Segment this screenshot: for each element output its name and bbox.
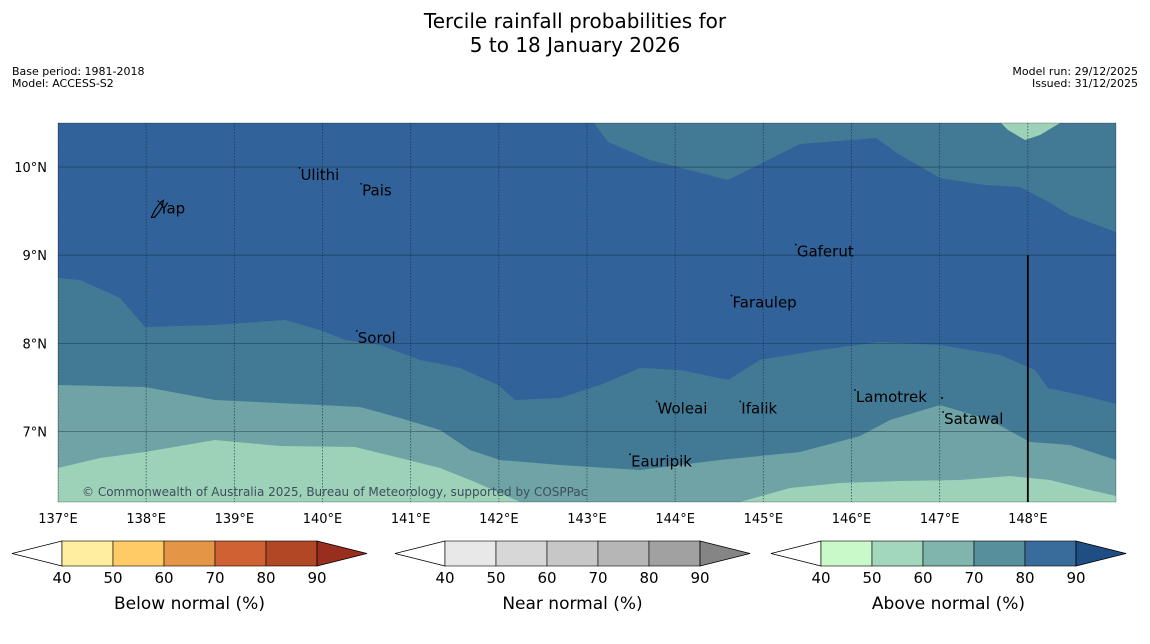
colorbar-cell: [820, 540, 873, 567]
colorbar-title: Above normal (%): [872, 594, 1025, 614]
lat-tick-label: 8°N: [23, 337, 48, 352]
map-frame: [57, 122, 1117, 503]
place-label-faraulep: Faraulep: [732, 294, 796, 312]
colorbar-cell: [973, 540, 1026, 567]
place-label-eauripik: Eauripik: [631, 452, 692, 470]
lat-tick-label: 9°N: [23, 249, 48, 264]
place-marker: [941, 397, 943, 399]
title-line-2: 5 to 18 January 2026: [469, 33, 681, 57]
colorbar-tick-label: 60: [913, 569, 932, 587]
lon-tick-label: 137°E: [38, 512, 78, 527]
band-50-60-east: [740, 476, 1116, 502]
colorbar-cell: [1024, 540, 1077, 567]
place-label-satawal: Satawal: [944, 410, 1003, 428]
place-label-ifalik: Ifalik: [741, 399, 777, 417]
colorbar-tick-label: 70: [205, 569, 224, 587]
lon-tick-label: 140°E: [303, 512, 343, 527]
colorbar-cell: [922, 540, 975, 567]
issued-date: Issued: 31/12/2025: [1031, 77, 1138, 90]
lon-tick-label: 144°E: [655, 512, 695, 527]
place-label-ulithi: Ulithi: [300, 166, 339, 184]
colorbar-cell: [214, 540, 267, 567]
copyright-text: © Commonwealth of Australia 2025, Bureau…: [82, 485, 587, 499]
base-period: Base period: 1981-2018: [12, 65, 145, 78]
colorbar-tick-label: 90: [307, 569, 326, 587]
lon-tick-label: 145°E: [744, 512, 784, 527]
lon-tick-label: 141°E: [391, 512, 431, 527]
colorbar-cell: [495, 540, 548, 567]
colorbar-tick-label: 40: [435, 569, 454, 587]
place-label-sorol: Sorol: [358, 329, 396, 347]
colorbar-cell: [163, 540, 216, 567]
place-marker: [157, 200, 160, 203]
colorbar-tick-label: 80: [639, 569, 658, 587]
model-run: Model run: 29/12/2025: [1012, 65, 1138, 78]
place-marker: [355, 330, 358, 332]
colorbar-tick-label: 80: [256, 569, 275, 587]
colorbar-extend-high: [316, 540, 368, 567]
colorbar-tick-label: 60: [537, 569, 556, 587]
colorbar-cell: [871, 540, 924, 567]
colorbar-tick-label: 40: [811, 569, 830, 587]
lon-tick-label: 148°E: [1008, 512, 1048, 527]
place-marker: [360, 182, 363, 185]
colorbar-tick-label: 40: [52, 569, 71, 587]
colorbar-cell: [265, 540, 318, 567]
place-marker: [629, 453, 631, 456]
lon-tick-label: 146°E: [832, 512, 872, 527]
band-50-60-west: [58, 440, 520, 502]
place-label-lamotrek: Lamotrek: [856, 388, 927, 406]
yap-island-outline: [150, 199, 165, 218]
lat-tick-label: 10°N: [14, 161, 47, 176]
colorbar-title: Near normal (%): [502, 594, 642, 614]
colorbar-extend-low: [770, 540, 822, 567]
colorbar-extend-high: [1075, 540, 1127, 567]
band-60-70-corner: [1001, 123, 1060, 140]
colorbar-tick-label: 90: [690, 569, 709, 587]
colorbar-tick-label: 70: [964, 569, 983, 587]
place-marker: [655, 400, 658, 403]
colorbar-tick-label: 80: [1015, 569, 1034, 587]
colorbar-tick-label: 50: [862, 569, 881, 587]
lon-tick-label: 143°E: [567, 512, 607, 527]
map-title: Tercile rainfall probabilities for 5 to …: [0, 9, 1150, 57]
lon-tick-label: 138°E: [126, 512, 166, 527]
colorbar-cell: [112, 540, 165, 567]
lon-tick-label: 147°E: [920, 512, 960, 527]
colorbar-tick-label: 60: [154, 569, 173, 587]
colorbar-tick-label: 90: [1066, 569, 1085, 587]
lon-tick-label: 142°E: [479, 512, 519, 527]
meta-left: Base period: 1981-2018 Model: ACCESS-S2: [12, 66, 144, 90]
colorbar-tick-label: 50: [103, 569, 122, 587]
colorbar-title: Below normal (%): [114, 594, 265, 614]
lon-tick-label: 139°E: [215, 512, 255, 527]
model-name: Model: ACCESS-S2: [12, 77, 114, 90]
place-marker: [730, 294, 733, 297]
colorbar-cell: [597, 540, 650, 567]
place-label-yap: Yap: [158, 199, 185, 217]
colorbar-tick-label: 70: [588, 569, 607, 587]
place-marker: [739, 400, 742, 403]
place-label-gaferut: Gaferut: [797, 243, 854, 261]
place-marker: [298, 166, 301, 169]
title-line-1: Tercile rainfall probabilities for: [423, 9, 727, 33]
place-label-pais: Pais: [362, 182, 392, 200]
meta-right: Model run: 29/12/2025 Issued: 31/12/2025: [1012, 66, 1138, 90]
colorbar-cell: [648, 540, 701, 567]
place-marker: [942, 411, 944, 413]
colorbar-extend-high: [699, 540, 751, 567]
colorbar-tick-label: 50: [486, 569, 505, 587]
place-marker: [794, 243, 797, 246]
place-marker: [854, 389, 856, 391]
lat-tick-label: 7°N: [23, 425, 48, 440]
colorbar-cell: [61, 540, 114, 567]
place-label-woleai: Woleai: [658, 399, 708, 417]
